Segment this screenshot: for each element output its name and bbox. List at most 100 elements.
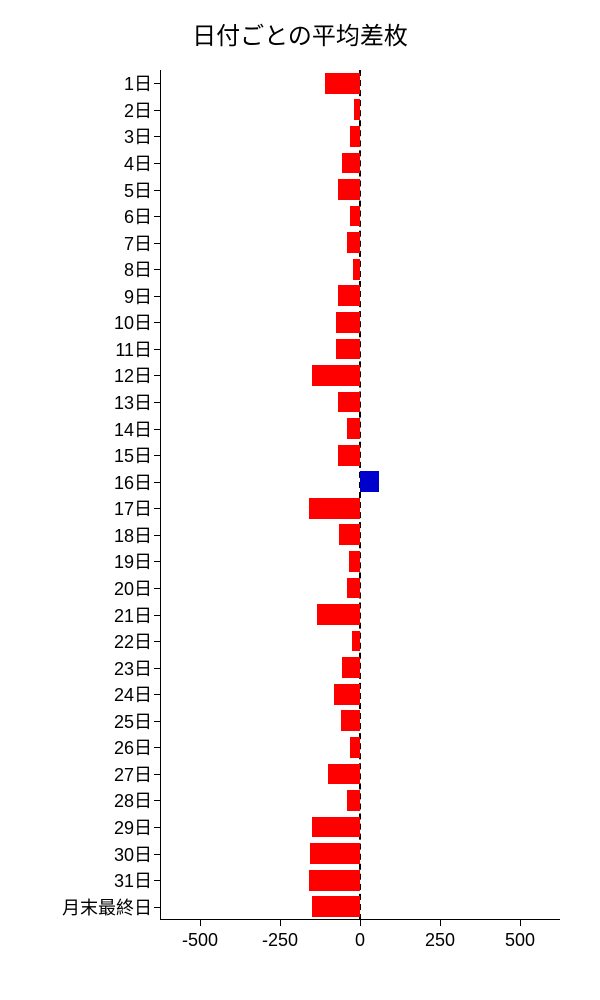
- y-tick: [154, 136, 160, 137]
- y-axis-label: 3日: [124, 123, 152, 149]
- y-axis-label: 31日: [114, 867, 152, 893]
- y-tick: [154, 322, 160, 323]
- y-axis-label: 11日: [115, 336, 152, 362]
- bar: [310, 843, 360, 864]
- x-tick: [360, 920, 361, 926]
- bar: [312, 817, 360, 838]
- bar: [334, 684, 360, 705]
- chart-title: 日付ごとの平均差枚: [0, 16, 600, 51]
- y-axis-label: 6日: [124, 203, 152, 229]
- bar: [349, 551, 360, 572]
- x-axis-label: -250: [262, 930, 298, 951]
- bar: [338, 179, 360, 200]
- y-axis-label: 29日: [114, 814, 152, 840]
- y-axis-label: 14日: [114, 416, 152, 442]
- y-tick: [154, 854, 160, 855]
- bar: [336, 339, 360, 360]
- y-axis-label: 5日: [124, 177, 152, 203]
- bar: [353, 259, 360, 280]
- y-tick: [154, 482, 160, 483]
- bar: [350, 737, 360, 758]
- y-tick: [154, 588, 160, 589]
- x-axis-label: 0: [355, 930, 365, 951]
- x-tick: [200, 920, 201, 926]
- bar: [350, 126, 360, 147]
- bar: [312, 365, 360, 386]
- y-axis-label: 27日: [114, 761, 152, 787]
- bar: [347, 790, 360, 811]
- x-tick: [440, 920, 441, 926]
- x-axis-label: 500: [505, 930, 535, 951]
- y-axis-label: 22日: [114, 628, 152, 654]
- y-axis-label: 9日: [124, 283, 152, 309]
- bar: [347, 418, 360, 439]
- y-axis-label: 15日: [114, 442, 152, 468]
- y-axis-label: 4日: [124, 150, 152, 176]
- x-axis-label: -500: [182, 930, 218, 951]
- y-tick: [154, 668, 160, 669]
- y-axis-label: 30日: [114, 841, 152, 867]
- x-tick: [280, 920, 281, 926]
- y-tick: [154, 296, 160, 297]
- bar: [338, 445, 360, 466]
- y-tick: [154, 349, 160, 350]
- y-tick: [154, 455, 160, 456]
- y-tick: [154, 269, 160, 270]
- y-axis-line: [160, 70, 161, 920]
- plot-area: 1日2日3日4日5日6日7日8日9日10日11日12日13日14日15日16日1…: [160, 70, 560, 920]
- y-axis-label: 20日: [114, 575, 152, 601]
- bar: [350, 206, 360, 227]
- bar: [317, 604, 360, 625]
- bar: [338, 285, 360, 306]
- y-axis-label: 13日: [114, 389, 152, 415]
- bar: [338, 392, 360, 413]
- y-tick: [154, 615, 160, 616]
- y-axis-label: 23日: [114, 655, 152, 681]
- y-axis-label: 8日: [124, 256, 152, 282]
- y-axis-label: 17日: [114, 495, 152, 521]
- y-axis-label: 28日: [114, 787, 152, 813]
- bar: [339, 524, 360, 545]
- y-tick: [154, 774, 160, 775]
- y-axis-label: 25日: [114, 708, 152, 734]
- y-tick: [154, 561, 160, 562]
- bar: [347, 232, 360, 253]
- y-axis-label: 18日: [114, 522, 152, 548]
- y-tick: [154, 190, 160, 191]
- y-tick: [154, 827, 160, 828]
- y-tick: [154, 110, 160, 111]
- bar: [342, 153, 360, 174]
- x-axis-label: 250: [425, 930, 455, 951]
- y-tick: [154, 508, 160, 509]
- y-axis-label: 12日: [114, 362, 152, 388]
- bar: [312, 896, 360, 917]
- y-tick: [154, 163, 160, 164]
- x-tick: [520, 920, 521, 926]
- y-axis-label: 24日: [114, 681, 152, 707]
- y-axis-label: 1日: [124, 70, 152, 96]
- bar: [336, 312, 360, 333]
- y-tick: [154, 747, 160, 748]
- y-tick: [154, 375, 160, 376]
- y-axis-label: 月末最終日: [62, 894, 152, 920]
- y-tick: [154, 721, 160, 722]
- y-axis-label: 2日: [124, 97, 152, 123]
- y-axis-label: 21日: [114, 602, 152, 628]
- bar: [360, 471, 379, 492]
- y-tick: [154, 83, 160, 84]
- chart-container: 日付ごとの平均差枚 1日2日3日4日5日6日7日8日9日10日11日12日13日…: [0, 0, 600, 1000]
- bar: [325, 73, 360, 94]
- y-axis-label: 19日: [114, 548, 152, 574]
- y-axis-label: 10日: [114, 309, 152, 335]
- bar: [354, 99, 360, 120]
- y-tick: [154, 243, 160, 244]
- y-axis-label: 16日: [114, 469, 152, 495]
- y-tick: [154, 429, 160, 430]
- y-tick: [154, 694, 160, 695]
- bar: [309, 870, 360, 891]
- bar: [328, 764, 360, 785]
- bar: [347, 578, 360, 599]
- bar: [352, 631, 360, 652]
- bar: [342, 657, 360, 678]
- bar: [341, 710, 360, 731]
